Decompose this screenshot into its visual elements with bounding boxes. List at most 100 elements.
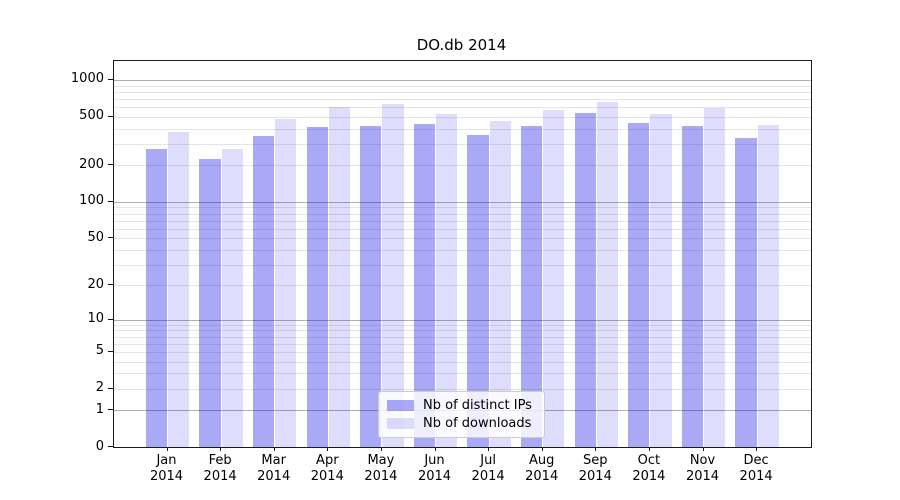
y-tick-label: 200: [79, 156, 104, 172]
minor-gridline: [114, 264, 811, 266]
x-tick-label: Nov 2014: [685, 453, 720, 484]
minor-gridline: [114, 238, 811, 240]
minor-gridline: [114, 285, 811, 287]
bar-downloads-dec: [757, 124, 779, 447]
x-tick-mark: [220, 447, 222, 451]
y-tick-mark: [108, 409, 113, 411]
minor-gridline: [114, 336, 811, 338]
minor-gridline: [114, 361, 811, 363]
bar-downloads-jul: [489, 121, 511, 447]
x-tick-mark: [648, 447, 650, 451]
x-tick-label: Aug 2014: [525, 453, 559, 484]
bar-distinct-ips-oct: [628, 123, 650, 447]
legend-item-downloads: Nb of downloads: [387, 416, 536, 431]
minor-gridline: [114, 330, 811, 332]
legend-swatch-distinct-ips: [387, 400, 414, 412]
minor-gridline: [114, 388, 811, 390]
x-tick-label: May 2014: [364, 453, 398, 484]
y-tick-mark: [108, 446, 113, 447]
x-tick-label: Jan 2014: [149, 453, 184, 484]
minor-gridline: [114, 343, 811, 345]
legend-label-downloads: Nb of downloads: [423, 415, 532, 431]
bar-downloads-aug: [543, 110, 565, 447]
x-tick-mark: [488, 447, 490, 451]
minor-gridline: [114, 116, 811, 118]
x-tick-mark: [380, 447, 382, 451]
x-tick-label: Apr 2014: [310, 453, 344, 484]
bar-downloads-jan: [168, 132, 190, 447]
bar-downloads-mar: [275, 119, 297, 447]
major-gridline: [114, 79, 811, 81]
minor-gridline: [114, 213, 811, 215]
y-tick-label: 1: [95, 401, 104, 417]
x-tick-mark: [595, 447, 597, 451]
bar-distinct-ips-dec: [735, 137, 757, 447]
y-tick-mark: [108, 350, 113, 352]
y-tick-mark: [108, 78, 113, 80]
y-tick-label: 500: [79, 108, 104, 124]
y-tick-label: 50: [87, 229, 104, 245]
bar-distinct-ips-mar: [253, 135, 275, 447]
y-tick-label: 2: [95, 380, 104, 396]
y-tick-label: 100: [79, 193, 104, 209]
minor-gridline: [114, 85, 811, 87]
y-tick-label: 0: [95, 438, 104, 454]
y-tick-mark: [108, 237, 113, 239]
bar-downloads-sep: [596, 102, 618, 447]
legend-item-distinct-ips: Nb of distinct IPs: [387, 398, 536, 413]
bar-downloads-feb: [221, 149, 243, 447]
minor-gridline: [114, 228, 811, 230]
bar-downloads-apr: [328, 106, 350, 447]
y-tick-mark: [108, 318, 113, 320]
x-tick-mark: [702, 447, 704, 451]
bar-downloads-may: [382, 104, 404, 447]
bar-distinct-ips-aug: [521, 125, 543, 447]
chart-title: DO.db 2014: [416, 36, 507, 54]
legend: Nb of distinct IPs Nb of downloads: [378, 391, 545, 438]
bar-downloads-nov: [704, 107, 726, 447]
bar-downloads-jun: [436, 114, 458, 447]
x-tick-mark: [756, 447, 758, 451]
y-tick-label: 1000: [70, 71, 104, 87]
y-tick-mark: [108, 115, 113, 117]
y-tick-label: 5: [95, 343, 104, 359]
minor-gridline: [114, 207, 811, 209]
x-tick-mark: [327, 447, 329, 451]
bar-distinct-ips-apr: [306, 126, 328, 447]
minor-gridline: [114, 165, 811, 167]
x-tick-label: Mar 2014: [257, 453, 291, 484]
x-tick-mark: [434, 447, 436, 451]
x-tick-label: Jun 2014: [417, 453, 452, 484]
bar-distinct-ips-jan: [145, 148, 167, 447]
bar-distinct-ips-jun: [413, 124, 435, 447]
x-tick-mark: [273, 447, 275, 451]
x-tick-label: Feb 2014: [203, 453, 237, 484]
legend-swatch-downloads: [387, 417, 414, 429]
bar-distinct-ips-sep: [574, 112, 596, 447]
bar-distinct-ips-may: [360, 125, 382, 447]
bar-downloads-oct: [650, 114, 672, 447]
minor-gridline: [114, 249, 811, 251]
minor-gridline: [114, 351, 811, 353]
x-tick-label: Dec 2014: [739, 453, 773, 484]
x-tick-mark: [541, 447, 543, 451]
y-tick-mark: [108, 200, 113, 202]
minor-gridline: [114, 107, 811, 109]
y-tick-label: 20: [87, 276, 104, 292]
plot-area: [113, 60, 812, 448]
x-tick-label: Sep 2014: [578, 453, 612, 484]
x-tick-label: Jul 2014: [471, 453, 505, 484]
bar-distinct-ips-nov: [681, 125, 703, 447]
minor-gridline: [114, 128, 811, 130]
x-tick-mark: [166, 447, 168, 451]
minor-gridline: [114, 98, 811, 100]
major-gridline: [114, 201, 811, 203]
y-tick-mark: [108, 284, 113, 286]
minor-gridline: [114, 143, 811, 145]
y-tick-mark: [108, 387, 113, 389]
y-tick-label: 10: [87, 311, 104, 327]
major-gridline: [114, 319, 811, 321]
minor-gridline: [114, 91, 811, 93]
bar-distinct-ips-feb: [199, 159, 221, 447]
